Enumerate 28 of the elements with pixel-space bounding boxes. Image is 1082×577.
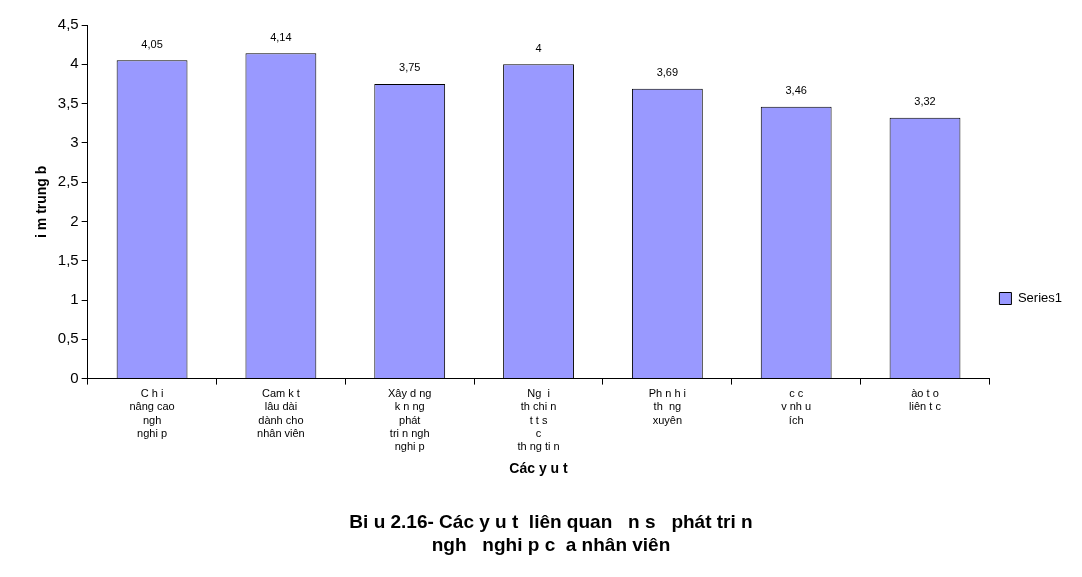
y-tick-label: 0,5 bbox=[57, 329, 79, 347]
data-label: 3,75 bbox=[399, 61, 421, 74]
x-tick-label: Ng i th chi n t t s c th ng ti n bbox=[517, 387, 560, 453]
data-label: 4 bbox=[535, 41, 542, 54]
y-tick-label: 2,5 bbox=[57, 172, 79, 190]
data-label: 3,32 bbox=[914, 95, 936, 108]
y-tick-label: 4 bbox=[70, 54, 79, 72]
y-tick-label: 2 bbox=[70, 211, 79, 229]
y-tick-label: 0 bbox=[70, 368, 79, 386]
y-axis-title: i m trung b bbox=[33, 165, 50, 238]
y-tick-label: 3 bbox=[70, 133, 79, 151]
x-tick-label: Ph n h i th ng xuyên bbox=[648, 387, 687, 426]
legend-label: Series1 bbox=[1017, 290, 1062, 306]
data-label: 4,14 bbox=[270, 30, 292, 43]
text: Bi u 2.16- Các y u t liên quan n s phát tri n ngh nghi p c a nhân viên bbox=[349, 511, 753, 555]
x-tick-label: Cam k t lâu dài dành cho nhân viên bbox=[257, 387, 305, 439]
x-axis-title: Các y u t bbox=[509, 459, 569, 476]
x-tick-label: C h i nâng cao ngh nghi p bbox=[129, 387, 175, 439]
data-label: 3,46 bbox=[785, 84, 807, 97]
y-tick-label: 3,5 bbox=[57, 93, 79, 111]
y-tick-label: 1 bbox=[70, 290, 79, 308]
data-label: 3,69 bbox=[656, 66, 679, 79]
x-tick-label: ào t o liên t c bbox=[909, 387, 942, 413]
data-label: 4,05 bbox=[141, 37, 163, 50]
x-tick-label: Xây d ng k n ng phát tri n ngh nghi p bbox=[388, 387, 432, 453]
y-tick-label: 1,5 bbox=[57, 250, 79, 268]
x-tick-label: c c v nh u ích bbox=[781, 387, 812, 426]
y-tick-label: 4,5 bbox=[57, 15, 79, 33]
